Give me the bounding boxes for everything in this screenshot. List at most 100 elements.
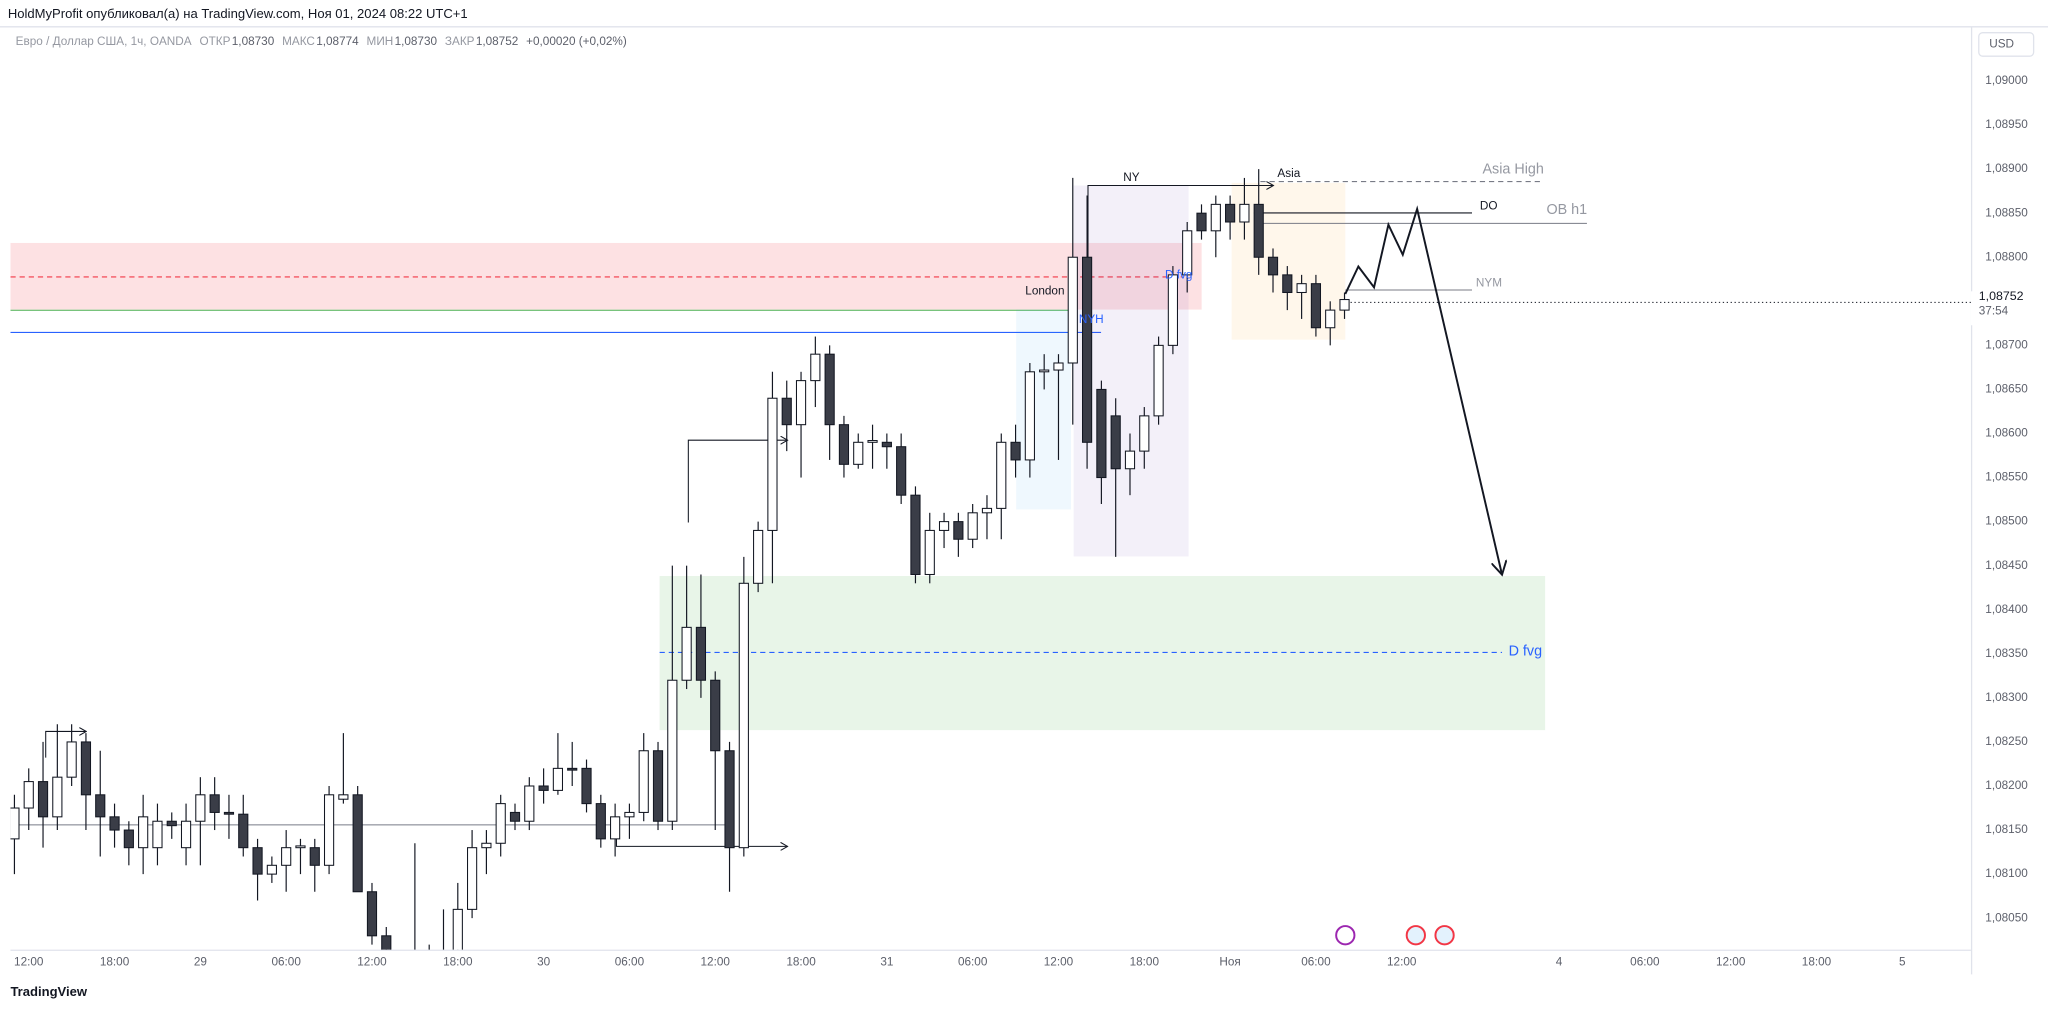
candle-body (1139, 415, 1150, 452)
candle-body (981, 507, 993, 514)
y-tick-label: 1,08100 (1985, 867, 2028, 880)
legend-text: 1,08774 (316, 35, 359, 48)
candle-body (910, 494, 921, 576)
candle-body (295, 845, 306, 849)
x-tick-label: 12:00 (701, 956, 731, 969)
x-tick-label: 06:00 (1630, 956, 1660, 969)
candle-body (152, 820, 163, 849)
y-tick-label: 1,08850 (1985, 206, 2028, 219)
legend-text: ОТКР (199, 35, 230, 48)
annotation: NYH (1079, 313, 1104, 326)
y-tick-label: 1,08350 (1985, 647, 2028, 660)
candle-body (638, 750, 649, 813)
event-icon[interactable] (1335, 925, 1356, 946)
candle-body (1010, 441, 1021, 461)
candle-body (209, 794, 220, 813)
candle-body (309, 847, 320, 866)
candle-body (1325, 309, 1336, 329)
ny-line (1087, 186, 1273, 262)
candle-body (323, 794, 335, 866)
candle-body (410, 962, 419, 988)
event-icon[interactable] (1405, 925, 1426, 946)
candle-body (524, 785, 535, 822)
y-tick-label: 1,08300 (1985, 691, 2028, 704)
candle-body (1253, 203, 1264, 258)
candle-body (10, 807, 20, 840)
candle-body (123, 829, 134, 849)
candle-body (881, 441, 892, 448)
arrow-line (687, 440, 787, 523)
event-icon[interactable] (1434, 925, 1455, 946)
legend-text: МАКС (282, 35, 315, 48)
candle-body (795, 380, 807, 426)
candle-body (252, 847, 263, 875)
candle-body (381, 935, 392, 950)
candle-body (352, 794, 363, 893)
candle-body (1296, 283, 1307, 294)
x-tick-label: 12:00 (357, 956, 387, 969)
x-tick-label: 06:00 (615, 956, 645, 969)
candle-body (938, 521, 950, 531)
candle-body (853, 441, 864, 465)
x-tick-label: 12:00 (1044, 956, 1074, 969)
candle-body (996, 441, 1007, 509)
x-tick-label: 4 (1556, 956, 1563, 969)
y-tick-label: 1,08950 (1985, 118, 2028, 131)
candle-body (1282, 274, 1293, 294)
candle-body (1053, 362, 1064, 371)
countdown: 37:54 (1979, 304, 2009, 317)
y-tick-label: 1,08600 (1985, 427, 2028, 440)
candle-body (924, 529, 935, 576)
candle-body (281, 847, 292, 866)
x-tick-label: 12:00 (14, 956, 44, 969)
candle-body (1024, 371, 1035, 461)
candle-body (66, 741, 77, 778)
x-tick-label: 06:00 (1301, 956, 1331, 969)
x-tick-label: 12:00 (1716, 956, 1746, 969)
annotation: Asia (1277, 167, 1300, 180)
projection-arrow (1344, 205, 1502, 575)
candle-body (1067, 256, 1078, 364)
candle-body (1153, 344, 1164, 417)
candle-body (624, 811, 635, 818)
candle-body (23, 781, 34, 809)
ny-box (1073, 185, 1189, 557)
y-tick-label: 1,08800 (1985, 250, 2028, 263)
x-tick-label: 31 (880, 956, 893, 969)
candle-body (896, 446, 907, 496)
legend-text: МИН (367, 35, 394, 48)
candle-body (452, 908, 463, 950)
publisher: HoldMyProfit опубликовал(а) на TradingVi… (8, 6, 468, 21)
candle-body (166, 820, 177, 827)
currency-button[interactable] (1978, 32, 2035, 57)
annotation: NY (1123, 171, 1139, 184)
y-tick-label: 1,08050 (1985, 911, 2028, 924)
legend-text: 1,08730 (395, 35, 438, 48)
candle-body (753, 529, 764, 584)
candle-body (80, 741, 92, 796)
x-tick-label: 18:00 (1130, 956, 1160, 969)
y-tick-label: 1,08500 (1985, 515, 2028, 528)
candle-body (810, 353, 821, 382)
candle-body (724, 750, 735, 849)
candle-body (338, 794, 349, 800)
candle-body (138, 816, 149, 849)
annotation: DO (1480, 200, 1498, 213)
candle-body (867, 440, 878, 443)
candle-body (37, 781, 49, 818)
y-tick-label: 1,08400 (1985, 603, 2028, 616)
candle-body (538, 785, 549, 791)
candle-body (1096, 388, 1107, 479)
annotation: NYM (1476, 277, 1502, 290)
candles (10, 169, 1350, 988)
candle-body (1196, 212, 1207, 232)
candle-body (1167, 274, 1178, 346)
legend-text: Евро / Доллар США, 1ч, OANDA (16, 35, 192, 48)
candle-body (610, 816, 621, 840)
legend-text: 1,08752 (476, 35, 518, 48)
y-tick-label: 1,08900 (1985, 162, 2028, 175)
candle-body (552, 767, 564, 791)
x-tick-label: 18:00 (1802, 956, 1832, 969)
candle-body (1081, 256, 1093, 443)
